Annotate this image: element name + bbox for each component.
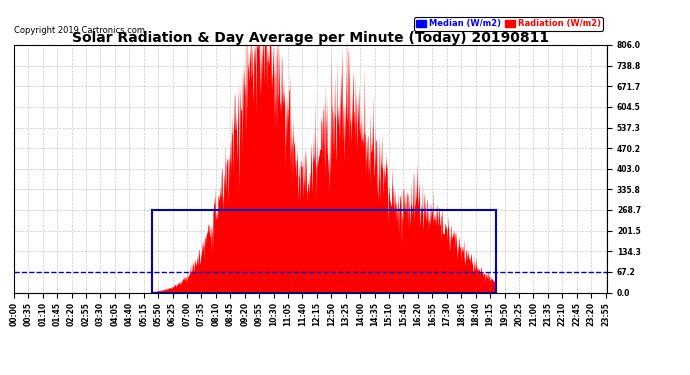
Bar xyxy=(152,210,496,292)
Legend: Median (W/m2), Radiation (W/m2): Median (W/m2), Radiation (W/m2) xyxy=(414,17,603,31)
Title: Solar Radiation & Day Average per Minute (Today) 20190811: Solar Radiation & Day Average per Minute… xyxy=(72,31,549,45)
Text: Copyright 2019 Cartronics.com: Copyright 2019 Cartronics.com xyxy=(14,26,145,35)
